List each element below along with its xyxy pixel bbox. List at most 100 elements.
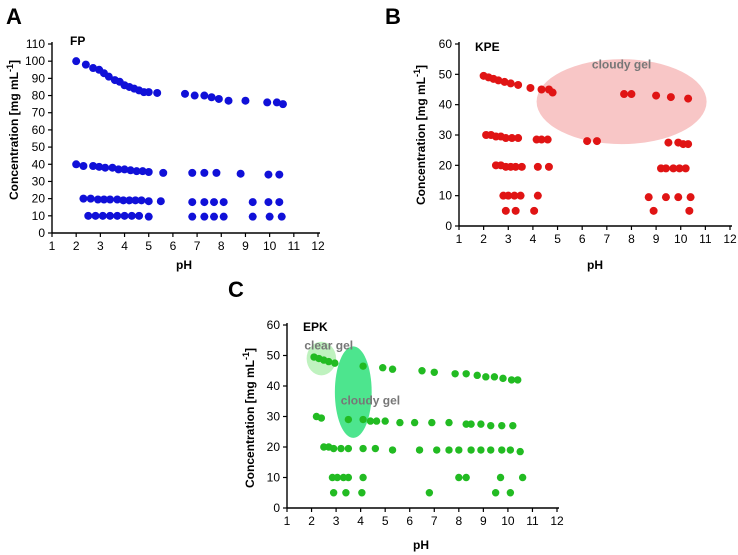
x-tick-label-c-2: 2 (308, 514, 315, 528)
data-point-c-s1-2 (344, 415, 353, 424)
x-tick-label-a-11: 11 (288, 239, 301, 253)
data-point-c-s0-14 (490, 373, 499, 381)
data-point-a-s0-23 (272, 98, 281, 107)
data-point-c-s4-5 (506, 489, 515, 497)
data-point-c-s1-14 (487, 421, 495, 430)
data-point-c-s2-3 (337, 444, 345, 453)
data-point-b-s1-6 (514, 134, 523, 143)
data-point-a-s2-11 (156, 197, 165, 206)
data-point-c-s2-14 (487, 446, 495, 454)
data-point-b-s2-9 (661, 164, 670, 173)
x-tick-label-b-9: 9 (653, 232, 660, 246)
data-point-a-s3-10 (200, 212, 209, 221)
y-axis-title-a: Concentration [mg mL-1] (5, 60, 21, 200)
data-point-b-s0-4 (500, 77, 509, 86)
data-point-a-s0-14 (153, 88, 162, 97)
data-point-a-s2-1 (86, 194, 95, 203)
data-point-c-s0-16 (507, 376, 516, 384)
y-tick-label-a-30: 30 (32, 174, 46, 188)
y-tick-label-c-10: 10 (267, 471, 281, 485)
data-point-b-s1-11 (592, 137, 601, 146)
data-point-c-s0-3 (325, 357, 333, 366)
panel-letter-a: A (6, 4, 22, 29)
y-tick-label-b-50: 50 (439, 67, 453, 81)
data-point-c-s0-10 (451, 370, 459, 378)
data-point-b-s3-3 (516, 191, 525, 200)
y-tick-label-a-70: 70 (32, 106, 46, 120)
y-tick-label-a-10: 10 (32, 209, 46, 223)
data-point-c-s2-2 (329, 444, 338, 453)
y-tick-label-c-20: 20 (267, 440, 281, 454)
data-point-a-s3-11 (210, 212, 219, 221)
data-point-a-s0-22 (263, 98, 272, 107)
data-point-b-s2-6 (533, 162, 542, 171)
data-point-a-s1-8 (126, 166, 135, 175)
data-point-b-s0-5 (506, 79, 515, 88)
x-tick-label-b-10: 10 (674, 232, 688, 246)
x-tick-label-c-5: 5 (382, 514, 389, 528)
x-tick-label-b-12: 12 (723, 232, 737, 246)
data-point-b-s0-10 (548, 88, 557, 97)
data-point-a-s2-9 (137, 196, 146, 205)
data-point-a-s0-17 (200, 91, 209, 100)
data-point-c-s1-4 (366, 417, 375, 425)
data-point-b-s2-12 (681, 164, 690, 173)
data-point-b-s0-13 (652, 91, 661, 100)
data-point-c-s3-7 (496, 473, 505, 482)
x-tick-label-c-4: 4 (357, 514, 364, 528)
x-tick-label-b-6: 6 (579, 232, 586, 246)
data-point-c-s1-3 (359, 415, 367, 424)
data-point-a-s0-0 (72, 57, 81, 66)
data-point-a-s0-2 (89, 64, 98, 73)
y-tick-label-a-80: 80 (32, 89, 46, 103)
data-point-a-s3-2 (98, 211, 107, 220)
data-point-c-s3-1 (333, 473, 342, 482)
x-tick-label-c-8: 8 (455, 514, 462, 528)
data-point-a-s3-7 (135, 211, 144, 220)
x-tick-label-c-6: 6 (406, 514, 413, 528)
data-point-b-s3-2 (510, 191, 519, 200)
data-point-b-s1-5 (507, 134, 516, 143)
data-point-a-s0-13 (144, 88, 153, 97)
data-point-c-s3-3 (344, 473, 353, 482)
data-point-c-s2-8 (415, 446, 424, 454)
data-point-b-s4-2 (530, 206, 539, 215)
data-point-a-s3-4 (113, 211, 122, 220)
y-axis-title-b: Concentration [mg mL-1] (412, 65, 428, 205)
data-point-a-s3-0 (84, 211, 93, 220)
y-tick-label-a-60: 60 (32, 123, 46, 137)
data-point-c-s3-5 (455, 473, 463, 482)
data-point-c-s1-6 (381, 417, 389, 425)
data-point-b-s0-11 (620, 90, 629, 99)
data-point-b-s3-8 (686, 193, 695, 202)
data-point-a-s0-1 (81, 60, 90, 69)
data-point-c-s0-6 (379, 364, 387, 372)
data-point-a-s2-4 (106, 195, 115, 204)
x-tick-label-b-4: 4 (530, 232, 537, 246)
data-point-c-s1-13 (477, 420, 485, 428)
data-point-a-s2-10 (144, 197, 153, 206)
data-point-a-s2-16 (248, 198, 257, 207)
data-point-a-s3-14 (265, 212, 274, 221)
y-tick-label-a-100: 100 (25, 54, 45, 68)
x-tick-label-c-3: 3 (333, 514, 340, 528)
data-point-b-s4-1 (511, 206, 520, 215)
data-point-a-s0-16 (190, 91, 199, 100)
data-point-c-s2-5 (359, 444, 367, 453)
x-tick-label-c-10: 10 (501, 514, 515, 528)
x-tick-label-a-7: 7 (194, 239, 201, 253)
x-tick-label-b-8: 8 (628, 232, 635, 246)
x-tick-label-a-5: 5 (145, 239, 152, 253)
data-point-b-s0-15 (684, 94, 693, 103)
data-point-a-s1-10 (138, 167, 147, 176)
x-tick-label-c-7: 7 (431, 514, 438, 528)
data-point-c-s0-9 (430, 368, 438, 376)
data-point-c-s1-9 (428, 418, 436, 427)
x-tick-label-b-2: 2 (480, 232, 487, 246)
data-point-b-s1-12 (664, 138, 673, 147)
x-tick-label-b-1: 1 (456, 232, 463, 246)
data-point-b-s1-8 (537, 135, 546, 144)
data-point-a-s0-18 (207, 93, 216, 102)
data-point-c-s2-10 (445, 446, 453, 454)
